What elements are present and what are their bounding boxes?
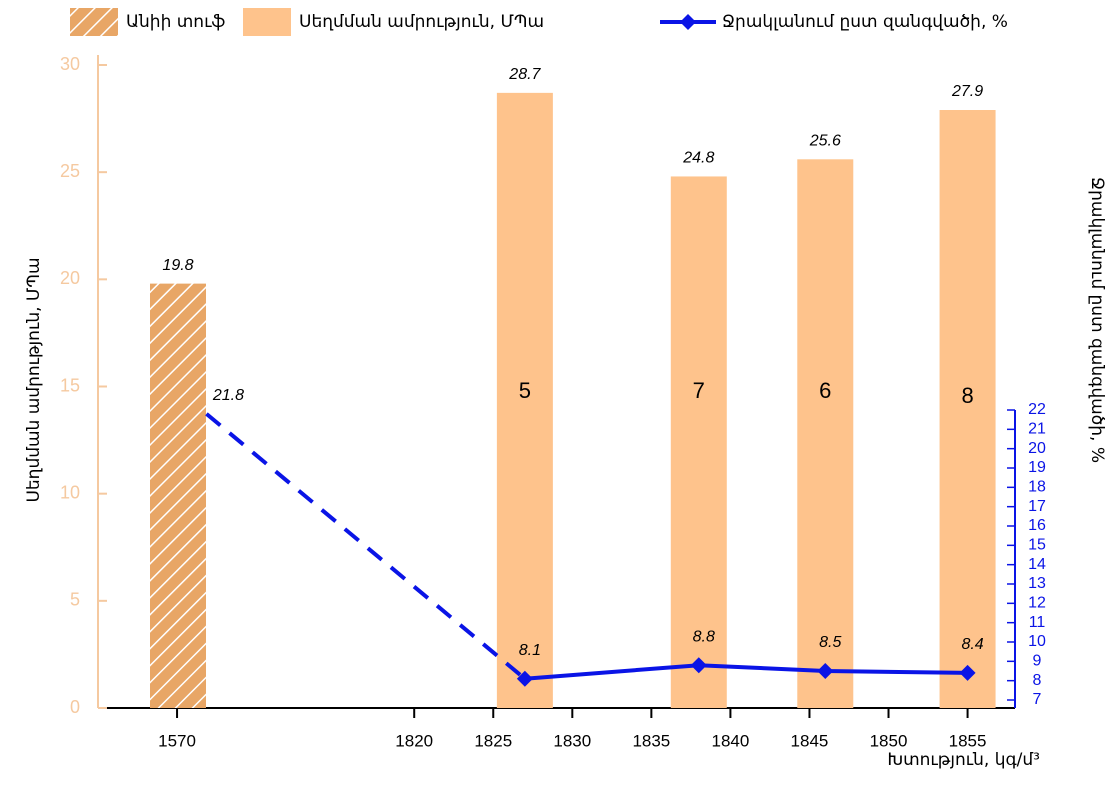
x-tick-label: 1855	[949, 731, 987, 750]
line-value-label: 8.1	[519, 642, 541, 659]
bar	[797, 159, 854, 709]
bar-value-label: 19.8	[162, 257, 193, 274]
bar	[496, 92, 553, 708]
x-tick-label: 1820	[395, 731, 433, 750]
x-tick-label: 1840	[711, 731, 749, 750]
line-segment-dashed	[205, 412, 527, 681]
y-tick-label: 0	[70, 697, 80, 717]
bar-inner-label: 5	[519, 378, 531, 403]
x-tick-label: 1845	[791, 731, 829, 750]
y-tick-label: 20	[60, 268, 80, 288]
y2-tick-label: 10	[1028, 633, 1046, 650]
y2-tick-label: 12	[1028, 595, 1046, 612]
y2-tick-label: 20	[1028, 440, 1046, 457]
bar-value-label: 27.9	[951, 83, 983, 100]
line-value-label: 21.8	[212, 387, 244, 404]
y2-tick-label: 9	[1033, 653, 1042, 670]
line-marker	[959, 664, 976, 681]
y2-tick-label: 19	[1028, 459, 1046, 476]
legend-label: Սեղմման ամրություն, ՄՊա	[299, 12, 544, 32]
legend-marker	[680, 14, 696, 30]
line-value-label: 8.4	[961, 636, 983, 653]
x-tick-label: 1570	[158, 731, 196, 750]
line-marker	[516, 670, 533, 687]
y2-tick-label: 21	[1028, 421, 1046, 438]
y2-tick-label: 11	[1029, 614, 1046, 631]
y-tick-label: 25	[60, 161, 80, 181]
y2-tick-label: 17	[1028, 498, 1046, 515]
x-tick-label: 1835	[632, 731, 670, 750]
bar-value-label: 28.7	[508, 66, 541, 83]
legend-swatch	[243, 8, 291, 36]
bar	[670, 176, 727, 708]
y2-axis-label: Ջրակլանում ըստ զանգվածի, %	[1087, 177, 1107, 463]
legend-label: Ջրակլանում ըստ զանգվածի, %	[722, 12, 1008, 32]
y-tick-label: 10	[60, 482, 80, 502]
x-axis-label: Խտություն, կգ/մ³	[887, 750, 1040, 770]
bar	[150, 283, 207, 708]
bar-inner-label: 7	[693, 378, 705, 403]
x-tick-label: 1830	[553, 731, 591, 750]
line	[206, 414, 967, 679]
x-tick-label: 1825	[474, 731, 512, 750]
y2-tick-label: 15	[1028, 537, 1046, 554]
bar-value-label: 24.8	[682, 150, 714, 167]
y2-tick-label: 8	[1033, 672, 1042, 689]
y-tick-label: 5	[70, 590, 80, 610]
y-tick-label: 30	[60, 54, 80, 74]
x-tick-label: 1850	[870, 731, 908, 750]
bar-inner-label: 6	[819, 378, 831, 403]
y2-tick-label: 22	[1028, 401, 1046, 418]
bar-value-label: 25.6	[809, 133, 841, 150]
line-value-label: 8.8	[693, 628, 715, 645]
line-solid	[524, 663, 968, 681]
line-marker	[817, 663, 834, 679]
y-tick-label: 15	[60, 375, 80, 395]
bar-inner-label: 8	[961, 383, 973, 408]
legend-swatch	[70, 8, 118, 36]
y2-tick-label: 13	[1028, 575, 1046, 592]
legend-label: Անիի տուֆ	[126, 12, 225, 32]
y2-tick-label: 18	[1028, 479, 1046, 496]
y2-tick-label: 7	[1033, 691, 1042, 708]
line-marker	[690, 657, 707, 674]
bar	[939, 110, 996, 708]
line-value-label: 8.5	[819, 634, 841, 651]
y-axis-label: Սեղմման ամրություն, ՄՊա	[24, 257, 44, 502]
y2-tick-label: 14	[1028, 556, 1046, 573]
y2-tick-label: 16	[1028, 517, 1046, 534]
